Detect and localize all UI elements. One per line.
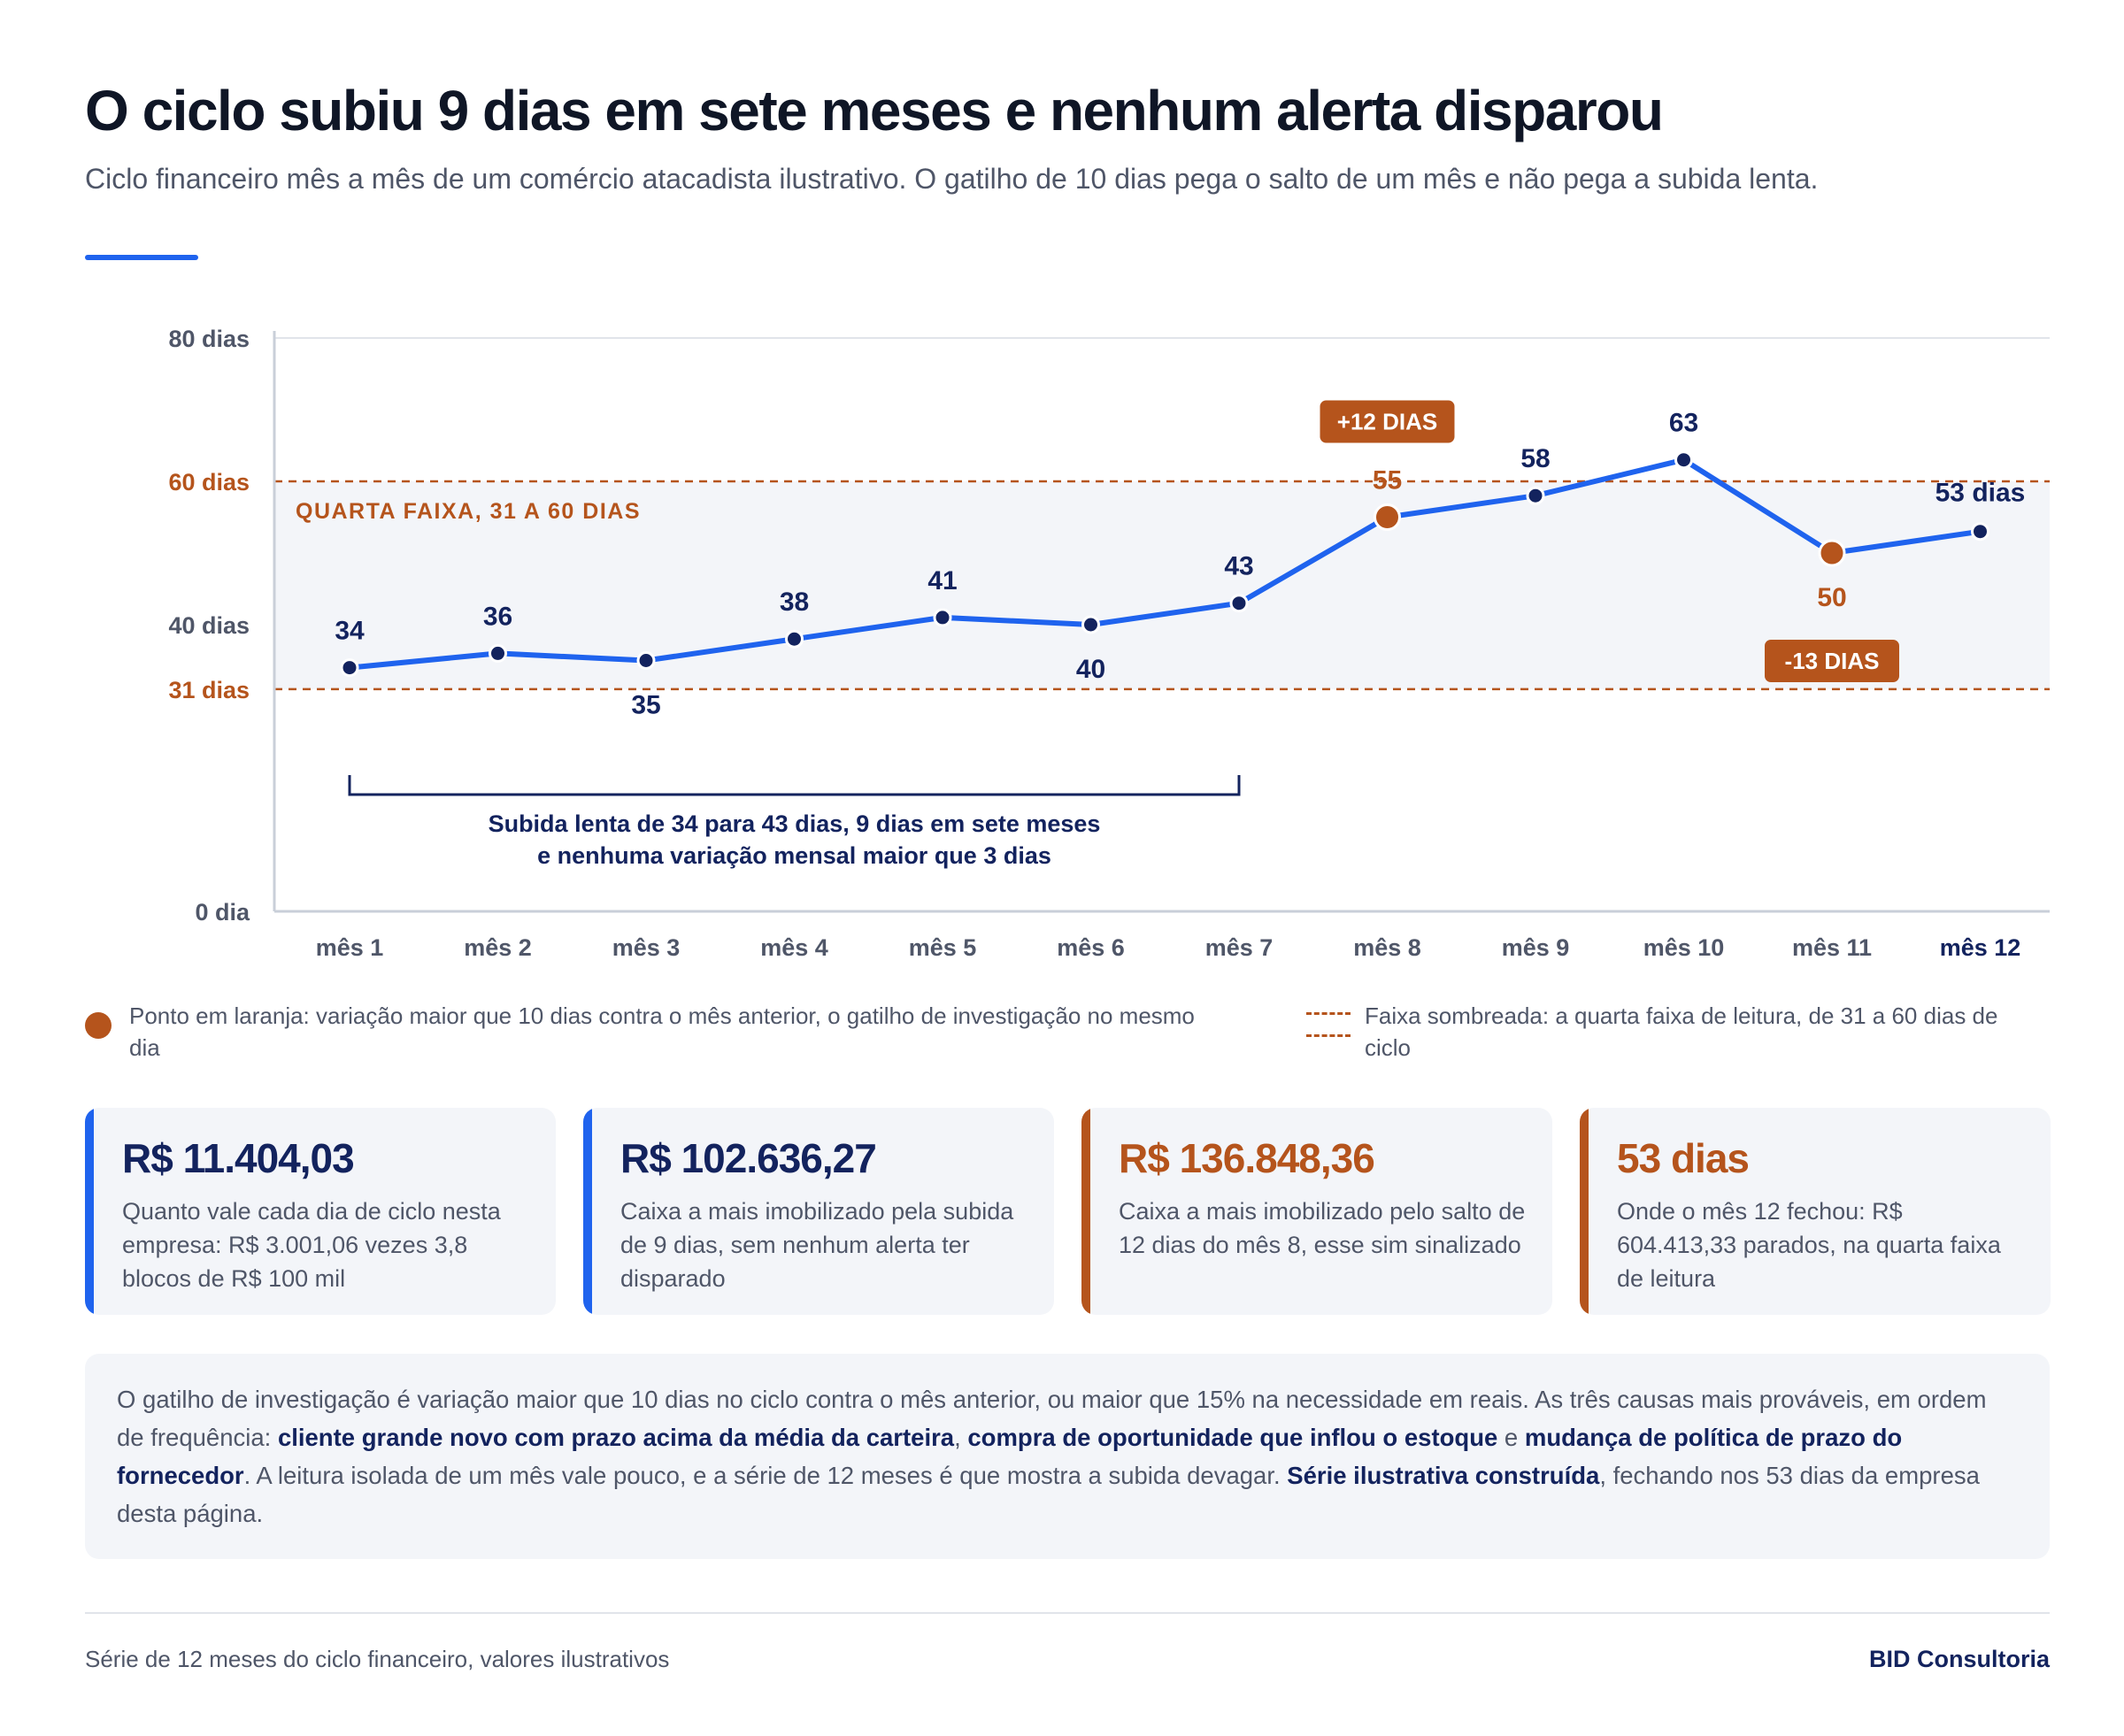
kpi-value: R$ 136.848,36 — [1119, 1135, 1375, 1181]
change-badge-label: -13 DIAS — [1785, 648, 1880, 674]
y-tick-label: 0 dia — [195, 899, 250, 926]
page-title: O ciclo subiu 9 dias em sete meses e nen… — [85, 79, 1664, 142]
data-point — [1229, 594, 1249, 613]
note-text: , fechando nos 53 dias da empresa desta … — [117, 1462, 1980, 1527]
x-tick-label: mês 4 — [760, 934, 828, 961]
card-accent-bar — [1580, 1108, 1589, 1315]
card-accent-bar — [583, 1108, 592, 1315]
band-label: QUARTA FAIXA, 31 A 60 DIAS — [296, 499, 641, 524]
slow-rise-bracket — [348, 775, 1241, 796]
data-label: 38 — [780, 588, 809, 617]
y-tick-label: 60 dias — [168, 469, 250, 495]
alert-point — [1818, 539, 1846, 567]
x-tick-label: mês 6 — [1057, 934, 1125, 961]
data-label: 36 — [483, 602, 512, 631]
y-tick-label: 40 dias — [168, 612, 250, 639]
legend-alert-point: Ponto em laranja: variação maior que 10 … — [85, 1000, 1200, 1064]
data-point — [1526, 486, 1545, 505]
kpi-card-slow-rise: R$ 102.636,27 Caixa a mais imobilizado p… — [583, 1108, 1054, 1315]
x-tick-label: mês 10 — [1643, 934, 1725, 961]
change-badge — [1765, 640, 1899, 682]
x-tick-label: mês 11 — [1792, 934, 1872, 961]
brand-name: BID Consultoria — [1868, 1646, 2050, 1672]
orange-dot-icon — [85, 1012, 112, 1039]
kpi-value: R$ 102.636,27 — [620, 1135, 877, 1181]
kpi-description: Caixa a mais imobilizado pela subida de … — [620, 1198, 1014, 1292]
data-label: 50 — [1817, 583, 1846, 612]
legend-band: Faixa sombreada: a quarta faixa de leitu… — [1306, 1000, 2050, 1064]
note-cause-1: cliente grande novo com prazo acima da m… — [277, 1424, 955, 1451]
page-subtitle: Ciclo financeiro mês a mês de um comérci… — [85, 163, 1819, 195]
change-badge-label: +12 DIAS — [1337, 409, 1437, 435]
kpi-card-month-12: 53 dias Onde o mês 12 fechou: R$ 604.413… — [1580, 1108, 2051, 1315]
change-badge — [1320, 400, 1455, 443]
data-label: 43 — [1224, 552, 1253, 581]
x-tick-label: mês 7 — [1205, 934, 1274, 961]
note-series-label: Série ilustrativa construída — [1287, 1462, 1600, 1489]
kpi-card-day-value: R$ 11.404,03 Quanto vale cada dia de cic… — [85, 1108, 556, 1315]
legend-band-text: Faixa sombreada: a quarta faixa de leitu… — [1365, 1002, 1998, 1061]
data-point — [1081, 615, 1100, 634]
data-point — [489, 643, 507, 663]
x-tick-label: mês 12 — [1940, 934, 2021, 961]
kpi-description: Quanto vale cada dia de ciclo nesta empr… — [122, 1198, 501, 1292]
bracket-annotation: e nenhuma variação mensal maior que 3 di… — [537, 842, 1051, 869]
data-label: 55 — [1373, 466, 1402, 495]
note-text: . A leitura isolada de um mês vale pouco… — [243, 1462, 1288, 1489]
bracket-annotation: Subida lenta de 34 para 43 dias, 9 dias … — [489, 810, 1101, 837]
x-tick-label: mês 9 — [1502, 934, 1570, 961]
note-text: O gatilho de investigação é variação mai… — [117, 1386, 1987, 1451]
data-label: 53 dias — [1935, 479, 2026, 508]
kpi-value: R$ 11.404,03 — [122, 1135, 355, 1181]
card-accent-bar — [1081, 1108, 1090, 1315]
note-cause-2: compra de oportunidade que inflou o esto… — [967, 1424, 1498, 1451]
kpi-description: Caixa a mais imobilizado pelo salto de 1… — [1119, 1198, 1526, 1258]
note-separator: , — [954, 1424, 968, 1451]
data-point — [933, 608, 952, 627]
data-point — [1971, 522, 1989, 542]
data-label: 58 — [1520, 444, 1550, 473]
data-point — [1674, 450, 1693, 470]
series-line — [347, 457, 1983, 671]
x-tick-label: mês 2 — [464, 934, 532, 961]
kpi-description: Onde o mês 12 fechou: R$ 604.413,33 para… — [1617, 1198, 2001, 1292]
footer-source: Série de 12 meses do ciclo financeiro, v… — [85, 1646, 670, 1672]
dashed-line-icon — [1306, 1012, 1351, 1039]
x-tick-label: mês 1 — [316, 934, 384, 961]
y-tick-label: 80 dias — [168, 326, 250, 352]
data-label: 35 — [631, 691, 660, 720]
data-label: 40 — [1076, 655, 1105, 684]
data-point — [340, 658, 359, 678]
legend-alert-text: Ponto em laranja: variação maior que 10 … — [129, 1002, 1195, 1061]
data-label: 63 — [1669, 409, 1698, 438]
data-point — [785, 629, 804, 649]
kpi-value: 53 dias — [1617, 1135, 1750, 1181]
investigation-note: O gatilho de investigação é variação mai… — [85, 1354, 2050, 1559]
x-tick-label: mês 5 — [909, 934, 977, 961]
kpi-card-jump: R$ 136.848,36 Caixa a mais imobilizado p… — [1081, 1108, 1552, 1315]
x-tick-label: mês 3 — [612, 934, 681, 961]
data-label: 34 — [335, 617, 365, 646]
footer-divider — [85, 1612, 2050, 1614]
alert-point — [1374, 503, 1401, 531]
data-point — [636, 651, 656, 670]
note-separator: e — [1497, 1424, 1525, 1451]
cycle-line-chart: QUARTA FAIXA, 31 A 60 DIAS 0 dia 31 dias 40… — [168, 326, 2050, 961]
x-tick-label: mês 8 — [1353, 934, 1421, 961]
note-cause-3: mudança de política de prazo do forneced… — [117, 1424, 1903, 1489]
data-label: 41 — [927, 566, 957, 595]
y-tick-label: 31 dias — [168, 677, 250, 703]
accent-rule — [85, 255, 198, 260]
card-accent-bar — [85, 1108, 94, 1315]
